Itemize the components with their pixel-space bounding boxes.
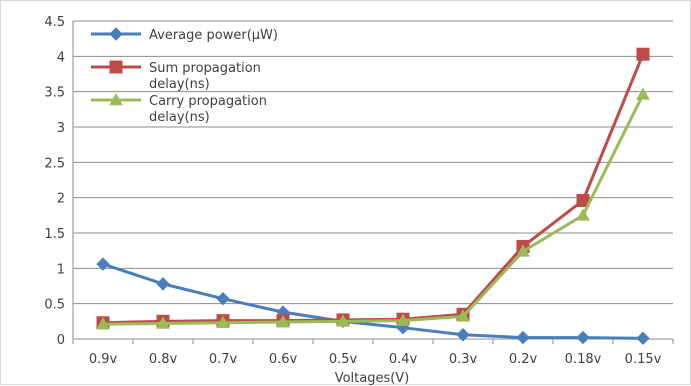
data-point-triangle	[516, 244, 530, 257]
axes: 0 0.5 1 1.5 2 2.5 3 3.5 4 4.5 0.9v 0.8v 0.7v 0.6v 0.5v…	[44, 15, 674, 367]
x-axis-title: Voltages(V)	[335, 371, 410, 386]
legend-label: delay(ns)	[149, 77, 210, 92]
data-point-diamond	[516, 330, 530, 345]
x-tick-label: 0.6v	[269, 352, 298, 367]
y-tick-label: 2	[57, 192, 65, 207]
data-point-triangle	[109, 92, 123, 106]
data-point-triangle	[396, 313, 410, 326]
data-point-diamond	[216, 292, 230, 306]
x-tick-label: 0.5v	[329, 352, 358, 367]
y-tick-label: 3.5	[44, 86, 65, 101]
data-point-diamond	[96, 257, 110, 271]
data-point-diamond	[109, 27, 123, 41]
y-tick-label: 0	[57, 333, 65, 348]
x-tick-label: 0.7v	[209, 352, 238, 367]
data-point-triangle	[456, 309, 470, 322]
x-tick-label: 0.15v	[625, 352, 662, 367]
series-line	[102, 93, 645, 326]
legend-item-1: Average power(μW)	[91, 27, 278, 43]
y-tick-label: 1.5	[44, 227, 65, 242]
series-3	[96, 87, 650, 330]
series-line	[102, 262, 644, 340]
legend-label: Sum propagation	[149, 61, 261, 76]
legend: Average power(μW)Sum propagationdelay(ns…	[91, 27, 278, 125]
x-tick-label: 0.4v	[389, 352, 418, 367]
y-tick-label: 3	[57, 121, 65, 136]
x-tick-label: 0.2v	[509, 352, 538, 367]
data-point-triangle	[636, 87, 650, 100]
series-1	[96, 257, 650, 346]
data-point-diamond	[156, 277, 170, 291]
data-point-diamond	[636, 331, 650, 346]
y-tick-label: 2.5	[44, 156, 65, 171]
y-tick-label: 1	[57, 262, 65, 277]
data-point-diamond	[456, 328, 470, 342]
data-point-triangle	[576, 208, 590, 221]
data-series	[96, 47, 650, 346]
data-point-triangle	[96, 317, 110, 330]
x-tick-label: 0.18v	[565, 352, 602, 367]
legend-label: delay(ns)	[149, 110, 210, 125]
y-tick-label: 4	[57, 50, 65, 65]
data-point-triangle	[156, 316, 170, 329]
grid-lines	[73, 20, 673, 305]
data-point-triangle	[276, 315, 290, 328]
x-tick-label: 0.8v	[149, 352, 178, 367]
legend-label: Carry propagation	[149, 94, 267, 109]
legend-label: Average power(μW)	[149, 28, 278, 43]
y-tick-label: 0.5	[44, 298, 65, 313]
data-point-square	[636, 47, 650, 61]
y-tick-label: 4.5	[44, 15, 65, 30]
x-tick-label: 0.9v	[89, 352, 118, 367]
data-point-triangle	[336, 314, 350, 327]
data-point-square	[109, 60, 123, 74]
data-point-diamond	[576, 330, 590, 345]
x-tick-label: 0.3v	[449, 352, 478, 367]
data-point-triangle	[216, 315, 230, 329]
